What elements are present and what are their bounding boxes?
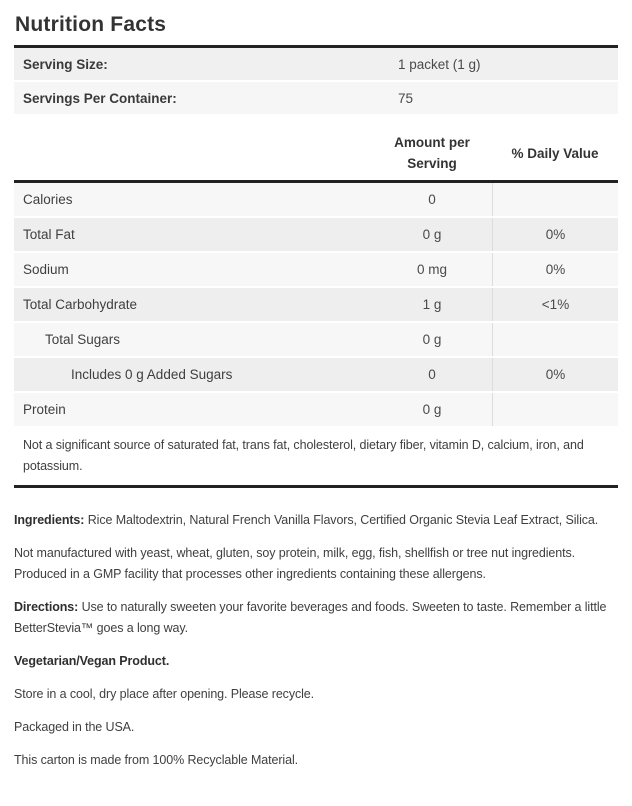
- directions-text: Use to naturally sweeten your favorite b…: [14, 600, 607, 635]
- ingredients-paragraph: Ingredients: Rice Maltodextrin, Natural …: [14, 510, 618, 531]
- nutrient-label: Total Carbohydrate: [23, 297, 138, 312]
- amount-value: 0 mg: [416, 262, 447, 277]
- nutrition-row-added-sugars: Includes 0 g Added Sugars 0 0%: [14, 358, 618, 393]
- not-significant-source-footnote: Not a significant source of saturated fa…: [14, 428, 618, 488]
- daily-value: 0%: [492, 358, 618, 391]
- daily-value: [492, 323, 618, 356]
- directions-paragraph: Directions: Use to naturally sweeten you…: [14, 597, 618, 639]
- daily-value: 0%: [492, 253, 618, 286]
- table-row-servings-per-container: Servings Per Container: 75: [14, 82, 618, 116]
- nutrient-label: Total Fat: [23, 227, 75, 242]
- nutrition-table-header: Amount per Serving % Daily Value: [14, 130, 618, 183]
- column-header-amount-per-serving: Amount per Serving: [394, 135, 470, 171]
- serving-info-table: Serving Size: 1 packet (1 g) Servings Pe…: [14, 45, 618, 116]
- nutrition-row-sodium: Sodium 0 mg 0%: [14, 253, 618, 288]
- daily-value: 0%: [492, 218, 618, 251]
- amount-value: 0 g: [422, 402, 442, 417]
- allergen-paragraph: Not manufactured with yeast, wheat, glut…: [14, 543, 618, 585]
- nutrient-label: Sodium: [23, 262, 69, 277]
- amount-value: 0: [428, 367, 436, 382]
- nutrient-label: Protein: [23, 402, 66, 417]
- ingredients-text: Rice Maltodextrin, Natural French Vanill…: [87, 513, 599, 527]
- vegetarian-vegan-text: Vegetarian/Vegan Product.: [14, 654, 170, 668]
- nutrition-row-protein: Protein 0 g: [14, 393, 618, 428]
- amount-value: 0 g: [422, 227, 442, 242]
- amount-value: 0: [428, 192, 436, 207]
- recyclable-text: This carton is made from 100% Recyclable…: [14, 753, 299, 767]
- servings-per-container-value: 75: [398, 90, 414, 106]
- nutrition-row-calories: Calories 0: [14, 183, 618, 218]
- serving-size-value: 1 packet (1 g): [398, 56, 481, 72]
- nutrient-label: Calories: [23, 192, 73, 207]
- packaged-paragraph: Packaged in the USA.: [14, 717, 618, 738]
- servings-per-container-label: Servings Per Container:: [23, 90, 177, 106]
- nutrition-row-total-sugars: Total Sugars 0 g: [14, 323, 618, 358]
- vegetarian-vegan-paragraph: Vegetarian/Vegan Product.: [14, 651, 618, 672]
- nutrition-facts-panel: Nutrition Facts Serving Size: 1 packet (…: [14, 13, 618, 771]
- recyclable-paragraph: This carton is made from 100% Recyclable…: [14, 750, 618, 771]
- storage-paragraph: Store in a cool, dry place after opening…: [14, 684, 618, 705]
- table-row-serving-size: Serving Size: 1 packet (1 g): [14, 48, 618, 82]
- amount-value: 1 g: [422, 297, 442, 312]
- nutrition-row-total-carbohydrate: Total Carbohydrate 1 g <1%: [14, 288, 618, 323]
- column-header-daily-value: % Daily Value: [511, 145, 599, 161]
- packaged-text: Packaged in the USA.: [14, 720, 135, 734]
- allergen-text: Not manufactured with yeast, wheat, glut…: [14, 546, 576, 581]
- directions-lead: Directions:: [14, 600, 82, 614]
- daily-value: [492, 393, 618, 426]
- nutrient-label: Total Sugars: [45, 332, 121, 347]
- nutrient-label: Includes 0 g Added Sugars: [71, 367, 233, 382]
- nutrition-table-body: Calories 0 Total Fat 0 g 0% Sodium 0 mg …: [14, 183, 618, 428]
- nutrition-table: Amount per Serving % Daily Value Calorie…: [14, 130, 618, 488]
- page-title: Nutrition Facts: [15, 13, 167, 36]
- daily-value: <1%: [492, 288, 618, 321]
- daily-value: [492, 183, 618, 216]
- storage-text: Store in a cool, dry place after opening…: [14, 687, 315, 701]
- ingredients-lead: Ingredients:: [14, 513, 88, 527]
- nutrition-row-total-fat: Total Fat 0 g 0%: [14, 218, 618, 253]
- amount-value: 0 g: [422, 332, 442, 347]
- serving-size-label: Serving Size:: [23, 56, 108, 72]
- product-details: Ingredients: Rice Maltodextrin, Natural …: [14, 510, 618, 771]
